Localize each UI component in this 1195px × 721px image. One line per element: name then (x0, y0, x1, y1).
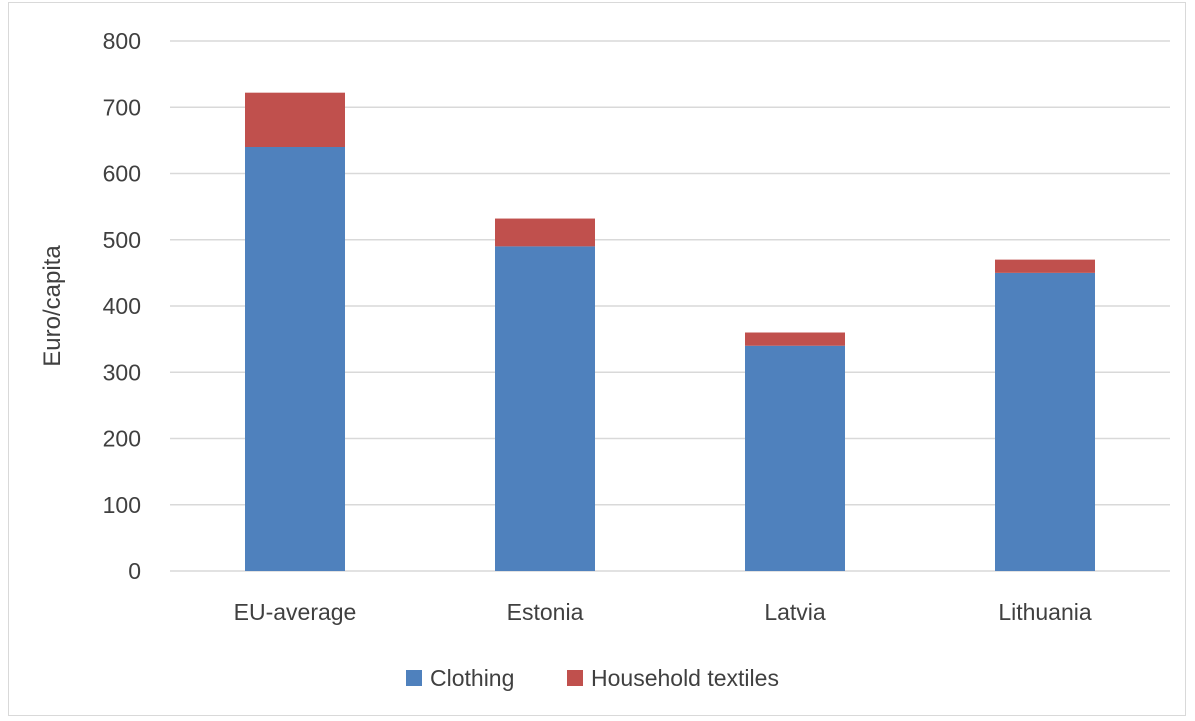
y-tick-label: 500 (103, 227, 141, 253)
legend-item-clothing: Clothing (406, 665, 514, 691)
x-tick-label: Lithuania (998, 599, 1092, 625)
y-tick-label: 100 (103, 492, 141, 518)
bar-clothing-estonia (495, 246, 595, 571)
bar-household-textiles-lithuania (995, 259, 1095, 273)
y-tick-label: 700 (103, 94, 141, 120)
bar-household-textiles-latvia (745, 332, 845, 346)
y-tick-label: 200 (103, 426, 141, 452)
chart-frame (8, 2, 1186, 716)
legend: Clothing Household textiles (406, 665, 779, 691)
bar-clothing-lithuania (995, 272, 1095, 571)
y-tick-label: 300 (103, 359, 141, 385)
bar-household-textiles-estonia (495, 218, 595, 247)
y-axis-title: Euro/capita (39, 245, 66, 367)
x-axis-tick-labels: EU-average Estonia Latvia Lithuania (234, 599, 1092, 625)
y-tick-label: 800 (103, 28, 141, 54)
legend-item-household-textiles: Household textiles (567, 665, 779, 691)
bars (245, 92, 1095, 571)
legend-label: Household textiles (591, 665, 779, 691)
y-axis-tick-labels: 0 100 200 300 400 500 600 700 800 (103, 28, 141, 584)
legend-swatch (567, 670, 583, 686)
x-tick-label: Latvia (764, 599, 826, 625)
y-tick-label: 600 (103, 161, 141, 187)
bar-household-textiles-eu-average (245, 92, 345, 147)
legend-swatch (406, 670, 422, 686)
bar-clothing-eu-average (245, 147, 345, 571)
x-tick-label: Estonia (507, 599, 584, 625)
x-tick-label: EU-average (234, 599, 357, 625)
bar-clothing-latvia (745, 345, 845, 571)
y-tick-label: 0 (128, 558, 141, 584)
y-tick-label: 400 (103, 293, 141, 319)
legend-label: Clothing (430, 665, 514, 691)
